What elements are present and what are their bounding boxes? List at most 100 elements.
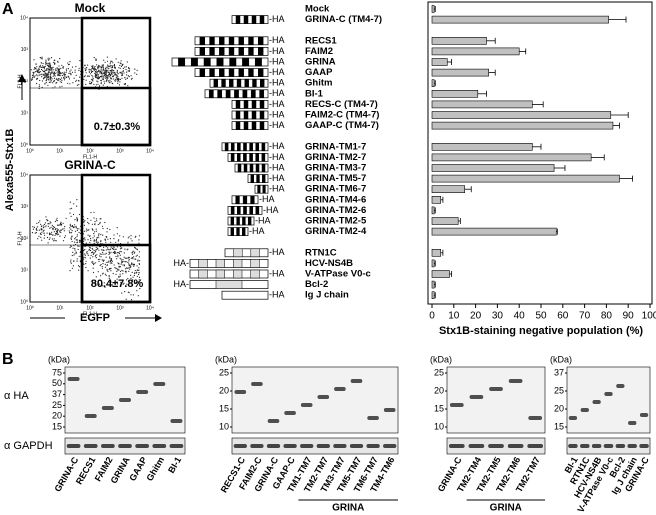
- bar: [431, 5, 435, 13]
- event-dot: [56, 81, 58, 84]
- event-dot: [60, 231, 62, 233]
- flow-x-tick: 10⁰: [26, 148, 34, 154]
- event-dot: [89, 73, 91, 75]
- event-dot: [112, 248, 114, 250]
- tm-domain: [255, 142, 260, 152]
- construct-body: [254, 184, 269, 194]
- event-dot: [58, 79, 60, 81]
- event-dot: [93, 235, 95, 237]
- event-dot: [108, 81, 110, 83]
- tm-domain: [198, 269, 208, 279]
- bar: [431, 270, 450, 278]
- band: [333, 444, 347, 448]
- event-dot: [74, 249, 76, 251]
- event-dot: [92, 76, 94, 78]
- event-dot: [118, 67, 120, 69]
- category-label: Bcl-2: [305, 279, 328, 290]
- event-dot: [111, 69, 113, 71]
- event-dot: [131, 77, 133, 79]
- event-dot: [96, 77, 98, 79]
- event-dot: [105, 72, 107, 74]
- event-dot: [42, 65, 44, 67]
- event-dot: [71, 230, 73, 232]
- event-dot: [119, 67, 121, 69]
- event-dot: [102, 227, 104, 230]
- event-dot: [92, 261, 94, 263]
- event-dot: [97, 81, 99, 83]
- event-dot: [124, 270, 126, 272]
- event-dot: [92, 262, 94, 264]
- x-tick-label: 10: [448, 311, 460, 322]
- event-dot: [127, 267, 129, 269]
- error-bar: [434, 6, 436, 12]
- event-dot: [108, 76, 110, 78]
- event-dot: [107, 75, 109, 77]
- event-dot: [49, 237, 51, 239]
- event-dot: [102, 78, 104, 80]
- event-dot: [112, 272, 114, 275]
- kda-marker: 25: [434, 367, 444, 377]
- ha-tag: -HA: [269, 247, 285, 257]
- event-dot: [59, 58, 61, 60]
- event-dot: [40, 68, 43, 71]
- band: [508, 379, 523, 383]
- event-dot: [109, 71, 111, 73]
- tm-domain: [243, 163, 248, 173]
- event-dot: [119, 266, 122, 268]
- tm-domain: [238, 68, 244, 77]
- event-dot: [99, 255, 101, 257]
- event-dot: [94, 75, 96, 77]
- event-dot: [74, 238, 76, 240]
- event-dot: [40, 57, 42, 59]
- event-dot: [67, 64, 70, 66]
- event-dot: [56, 68, 58, 70]
- event-dot: [121, 64, 123, 66]
- event-dot: [94, 240, 96, 242]
- event-dot: [91, 228, 93, 230]
- event-dot: [95, 73, 97, 75]
- event-dot: [72, 82, 74, 84]
- event-dot: [89, 241, 91, 243]
- event-dot: [83, 219, 85, 221]
- event-dot: [53, 71, 55, 73]
- band: [119, 398, 131, 402]
- event-dot: [53, 77, 56, 79]
- event-dot: [99, 72, 101, 74]
- event-dot: [48, 66, 50, 68]
- event-dot: [130, 257, 132, 259]
- event-dot: [58, 69, 60, 71]
- event-dot: [120, 263, 122, 265]
- event-dot: [50, 67, 52, 69]
- event-dot: [50, 233, 53, 235]
- event-dot: [102, 260, 104, 262]
- event-dot: [88, 223, 90, 225]
- event-dot: [131, 253, 134, 255]
- event-dot: [57, 79, 59, 81]
- event-dot: [74, 253, 76, 255]
- event-dot: [49, 58, 51, 60]
- event-dot: [52, 66, 54, 68]
- band: [615, 444, 626, 448]
- band: [527, 444, 544, 448]
- event-dot: [109, 238, 111, 240]
- event-dot: [117, 262, 119, 264]
- event-dot: [70, 261, 72, 263]
- event-dot: [56, 234, 58, 236]
- event-dot: [31, 77, 34, 79]
- ha-tag: HA-: [174, 279, 190, 289]
- event-dot: [114, 66, 116, 69]
- event-dot: [42, 70, 45, 73]
- event-dot: [104, 72, 106, 74]
- event-dot: [42, 62, 44, 65]
- event-dot: [70, 237, 72, 239]
- event-dot: [76, 235, 78, 237]
- event-dot: [100, 263, 102, 266]
- event-dot: [100, 83, 102, 85]
- event-dot: [129, 264, 131, 266]
- event-dot: [109, 262, 111, 264]
- ha-tag: -HA: [255, 215, 271, 225]
- kda-marker: 20: [434, 385, 444, 395]
- event-dot: [74, 219, 76, 221]
- event-dot: [90, 70, 92, 72]
- event-dot: [128, 258, 130, 260]
